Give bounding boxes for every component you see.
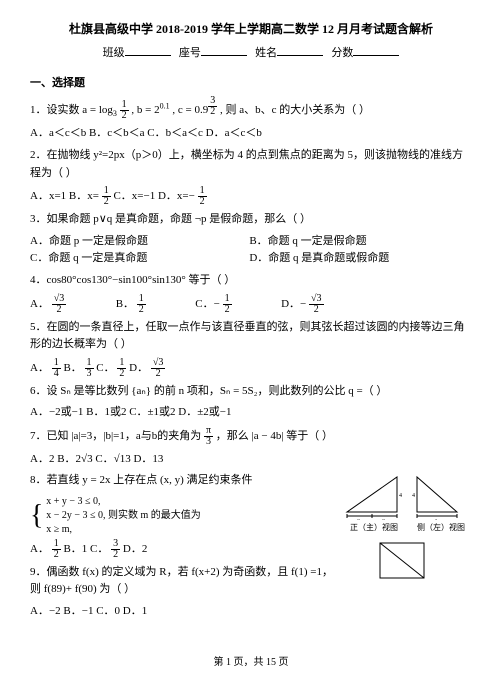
q5-dd: 2 [151,369,166,379]
svg-text:4: 4 [399,493,402,499]
q8-s1: x + y − 3 ≤ 0, [46,496,100,507]
q7-stem: 7．已知 |a|=3，|b|=1，a与b的夹角为 [30,430,204,442]
question-6: 6．设 Sₙ 是等比数列 {aₙ} 的前 n 项和，Sₙ = 5S₂，则此数列的… [30,383,472,401]
q4-cRd: 2 [223,305,232,315]
q7-tail: ，那么 |a − 4b| 等于（ ） [216,430,333,442]
q4-dRd: 2 [309,305,324,315]
q5-ad: 4 [52,369,61,379]
name-label: 姓名 [255,47,277,59]
svg-text:3: 3 [382,519,385,520]
q2-mid: C．x=−1 D．x=− [113,190,194,202]
exam-title: 杜旗县高级中学 2018-2019 学年上学期高二数学 12 月月考试题含解析 [30,20,472,39]
q4-cL: C．− [195,298,220,310]
q1-cpd: 2 [208,107,217,117]
q2-f1d: 2 [102,197,111,207]
student-info-line: 班级 座号 姓名 分数 [30,45,472,63]
figure-area: 3 3 4 正（主）视图 4 4 侧（左）视图 [342,472,472,582]
q2-f2d: 2 [198,197,207,207]
q2-optsA: A．x=1 B．x= [30,190,99,202]
q8-s2: x − 2y − 3 ≤ 0, 则实数 m 的最大值为 [46,510,201,521]
q4-aRd: 2 [52,305,67,315]
q3-b: B．命题 q 一定是假命题 [249,233,466,251]
svg-text:4: 4 [434,519,437,520]
q3-opts: A．命题 p 一定是假命题 B．命题 q 一定是假命题 C．命题 q 一定是真命… [30,233,472,268]
score-blank [353,55,399,56]
q1-c: , c = 0.9 [172,104,208,116]
q1-b: , b = [131,104,154,116]
q5-b: B． [63,362,81,374]
q8-oA: A． [30,543,49,555]
q2-opts: A．x=1 B．x= 12 C．x=−1 D．x=− 12 [30,186,472,207]
q4-aRn: √3 [52,294,67,305]
side-view-figure: 4 4 [412,472,467,520]
q8-oD: D．2 [123,543,147,555]
section-1-header: 一、选择题 [30,75,472,93]
question-4: 4．cos80°cos130°−sin100°sin130° 等于（ ） [30,272,472,290]
score-label: 分数 [331,47,353,59]
q8-s3: x ≥ m, [46,524,72,535]
q7-fd: 3 [204,437,213,447]
class-blank [125,55,171,56]
question-2: 2．在抛物线 y²=2px（p＞0）上，横坐标为 4 的点到焦点的距离为 5，则… [30,147,472,182]
q5-d: D． [129,362,148,374]
q1-f1d: 2 [120,111,129,121]
front-view-label: 正（主）视图 [350,522,398,535]
q1-opts: A．a＜c＜b B．c＜b＜a C．b＜a＜c D．a＜c＜b [30,125,472,143]
svg-text:3: 3 [357,519,360,520]
q4-dL: D．− [281,298,306,310]
question-3: 3．如果命题 p∨q 是真命题，命题 ¬p 是假命题，那么（ ） [30,211,472,229]
page-footer: 第 1 页，共 15 页 [30,655,472,671]
q4-bRn: 1 [137,294,146,305]
q4-aL: A． [30,298,49,310]
top-view-figure [377,540,427,582]
q3-d: D．命题 q 是真命题或假命题 [249,250,466,268]
q5-bd: 3 [85,369,94,379]
seat-blank [201,55,247,56]
svg-text:4: 4 [412,493,415,499]
q4-bRd: 2 [137,305,146,315]
q9-opts: A．−2 B．−1 C．0 D．1 [30,603,472,621]
question-1: 1．设实数 a = log3 12 , b = 20.1 , c = 0.932… [30,96,472,121]
front-view-figure: 3 3 4 [342,472,402,520]
class-label: 班级 [103,47,125,59]
q4-bL: B． [116,298,134,310]
q1-tail: , 则 a、b、c 的大小关系为（ ） [220,104,370,116]
q5-a: A． [30,362,49,374]
seat-label: 座号 [179,47,201,59]
q5-c: C． [96,362,114,374]
q6-opts: A．−2或−1 B．1或2 C．±1或2 D．±2或−1 [30,404,472,422]
brace-icon: { [30,500,43,531]
q8-ad: 2 [52,550,61,560]
question-5: 5．在圆的一条直径上，任取一点作与该直径垂直的弦，则其弦长超过该圆的内接等边三角… [30,319,472,354]
q3-a: A．命题 p 一定是假命题 [30,233,247,251]
q8-oB: B．1 C． [63,543,108,555]
q4-opts: A． √32 B． 12 C．− 12 D．− √32 [30,294,472,315]
name-blank [277,55,323,56]
q1-stem: 1．设实数 a = log [30,104,113,116]
q1-bpow: 0.1 [160,102,170,111]
q4-dRn: √3 [309,294,324,305]
q5-cd: 2 [117,369,126,379]
q8-cd: 2 [111,550,120,560]
q5-opts: A． 14 B． 13 C． 12 D． √32 [30,358,472,379]
question-7: 7．已知 |a|=3，|b|=1，a与b的夹角为 π3 ，那么 |a − 4b|… [30,426,472,447]
q7-opts: A．2 B．2√3 C．√13 D．13 [30,451,472,469]
side-view-label: 侧（左）视图 [417,522,465,535]
q4-cRn: 1 [223,294,232,305]
q3-c: C．命题 q 一定是真命题 [30,250,247,268]
